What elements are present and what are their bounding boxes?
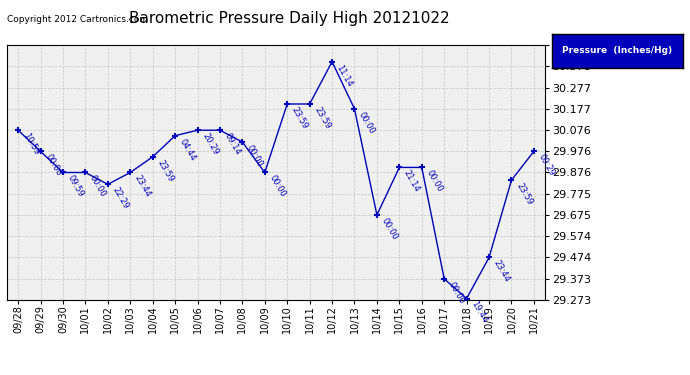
Text: 23:59: 23:59: [514, 182, 534, 207]
Text: Copyright 2012 Cartronics.com: Copyright 2012 Cartronics.com: [7, 15, 148, 24]
Text: 00:00: 00:00: [357, 110, 377, 135]
Text: 09:59: 09:59: [66, 174, 86, 199]
Text: 10:59: 10:59: [21, 132, 41, 157]
Text: 20:29: 20:29: [200, 132, 220, 157]
Text: 00:00: 00:00: [268, 174, 287, 199]
Text: 09:29: 09:29: [537, 153, 556, 178]
Text: 23:59: 23:59: [290, 105, 310, 130]
Text: 23:59: 23:59: [313, 105, 332, 130]
Text: 00:00: 00:00: [424, 169, 444, 194]
Text: 00:00: 00:00: [447, 280, 466, 305]
Text: 00:00: 00:00: [43, 153, 63, 178]
Text: 11:14: 11:14: [335, 63, 355, 88]
Text: 23:44: 23:44: [492, 259, 511, 284]
Text: 22:29: 22:29: [110, 186, 130, 211]
Text: 09:14: 09:14: [223, 132, 242, 157]
Text: 19:44: 19:44: [469, 300, 489, 325]
Text: 00:00: 00:00: [88, 174, 108, 199]
Text: 23:59: 23:59: [155, 158, 175, 183]
Text: 00:00: 00:00: [245, 144, 265, 168]
Text: Pressure  (Inches/Hg): Pressure (Inches/Hg): [562, 46, 673, 55]
Text: 23:44: 23:44: [133, 174, 152, 199]
Text: 00:00: 00:00: [380, 216, 400, 242]
Text: 04:44: 04:44: [178, 137, 197, 162]
Text: 21:14: 21:14: [402, 169, 422, 194]
Text: Barometric Pressure Daily High 20121022: Barometric Pressure Daily High 20121022: [130, 11, 450, 26]
